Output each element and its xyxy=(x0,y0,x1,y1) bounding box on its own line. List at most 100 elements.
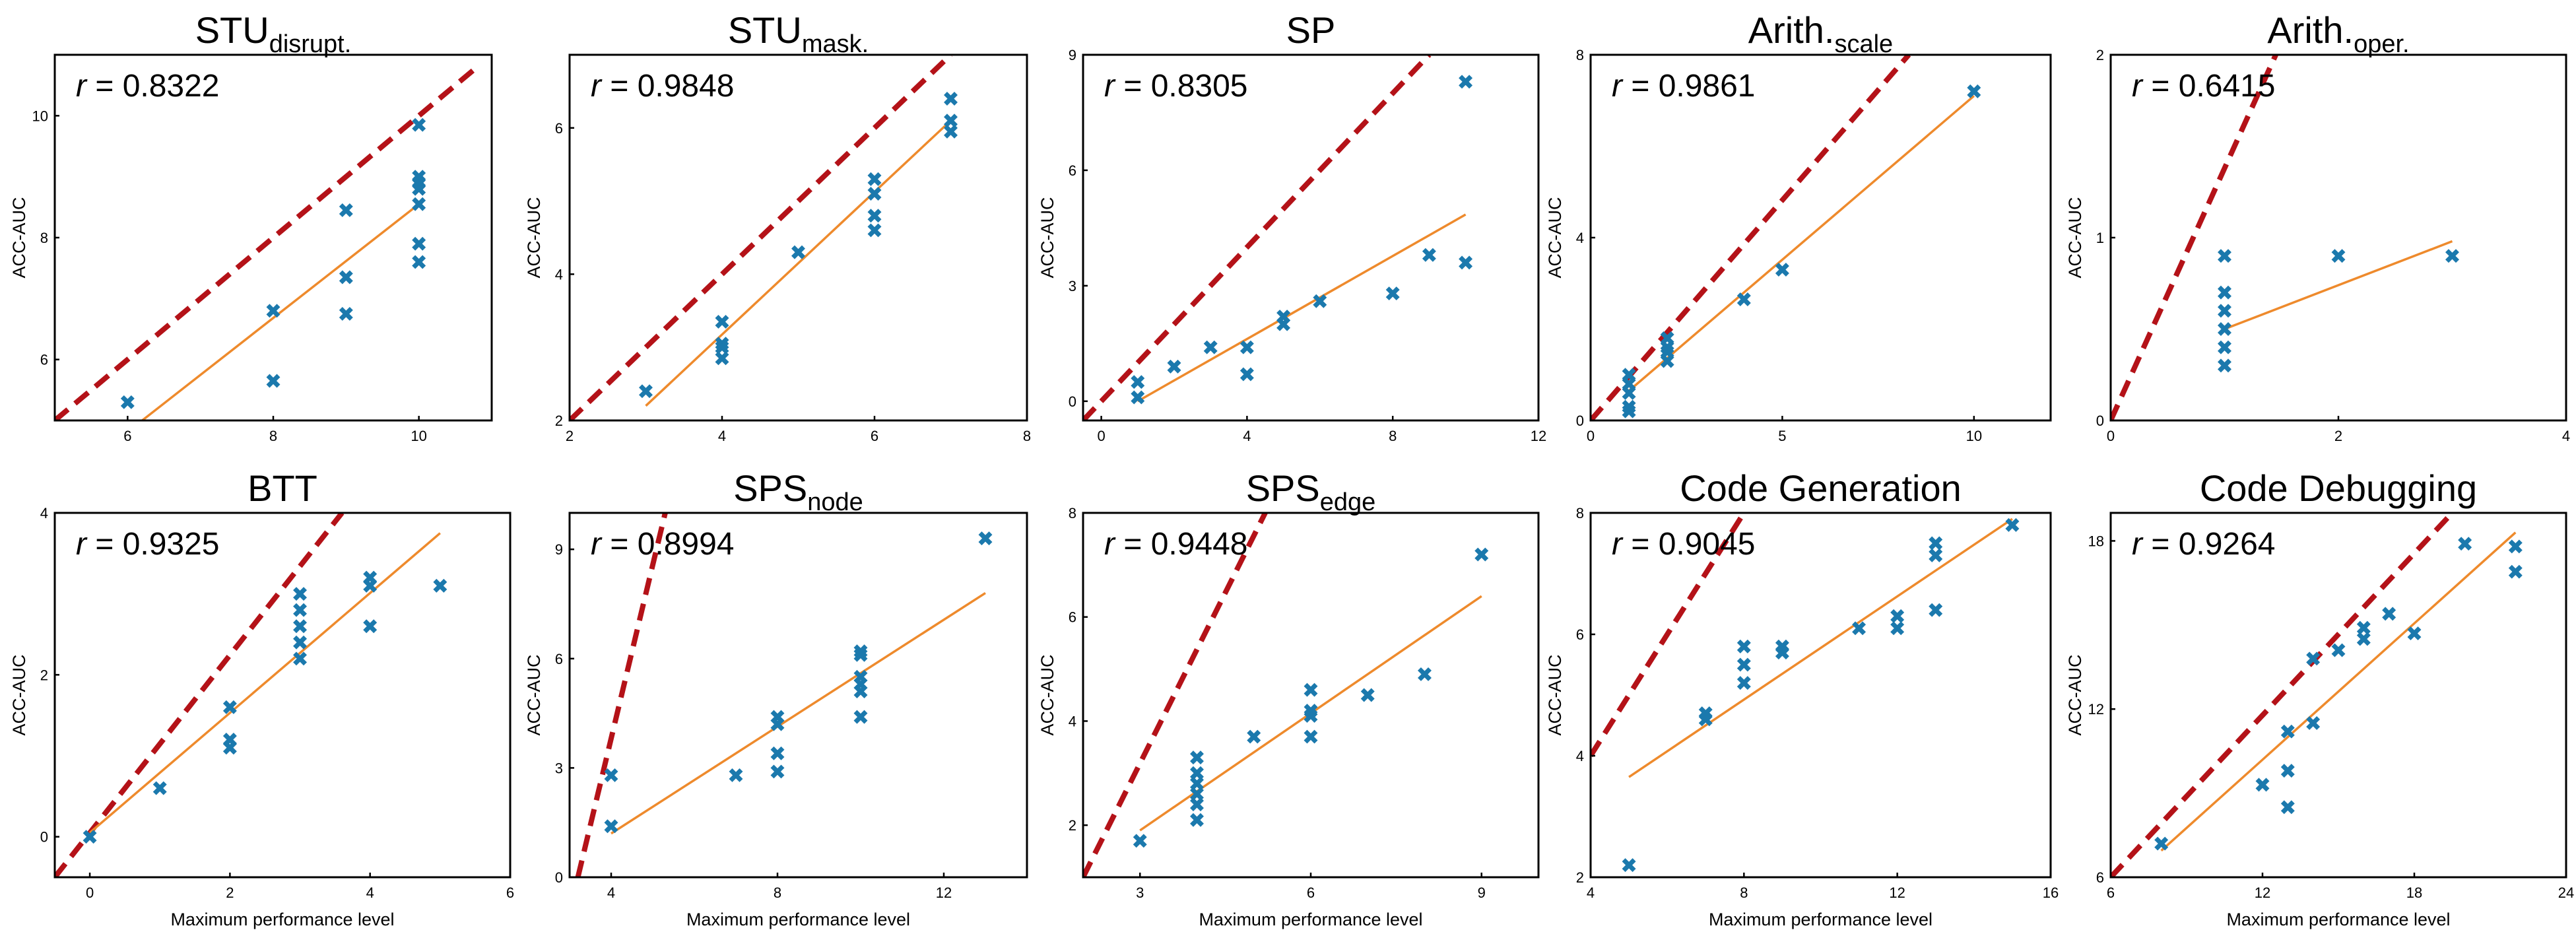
y-tick-label: 6 xyxy=(1069,162,1076,179)
axes-frame xyxy=(1589,512,2052,879)
x-tick-label: 4 xyxy=(366,884,374,901)
data-point-marker xyxy=(1660,354,1674,368)
data-point-marker xyxy=(2218,304,2231,318)
data-point-marker xyxy=(433,578,447,593)
data-point-marker xyxy=(1890,609,1905,623)
data-point-marker xyxy=(2218,249,2231,263)
data-point-marker xyxy=(770,717,785,731)
x-tick-label: 0 xyxy=(86,884,94,901)
correlation-label: r = 0.9045 xyxy=(1612,527,1756,562)
data-point-marker xyxy=(715,340,729,354)
data-point-marker xyxy=(2382,607,2396,621)
data-point-marker xyxy=(1929,536,1943,550)
correlation-label: r = 0.9848 xyxy=(591,69,735,104)
data-point-marker xyxy=(2218,358,2231,373)
correlation-label: r = 0.9448 xyxy=(1104,527,1248,562)
data-point-marker xyxy=(2154,836,2169,851)
x-tick-label: 12 xyxy=(1531,428,1546,444)
x-tick-label: 18 xyxy=(2406,884,2422,901)
data-point-marker xyxy=(363,619,378,634)
data-point-marker xyxy=(2458,537,2472,551)
data-point-marker xyxy=(944,92,958,106)
data-point-marker xyxy=(1622,858,1636,873)
data-point-marker xyxy=(293,587,308,601)
diagonal-reference-line xyxy=(1083,513,1268,877)
data-point-marker xyxy=(2508,564,2523,579)
fit-line xyxy=(1137,213,1467,403)
data-point-marker xyxy=(1967,84,1981,98)
data-point-marker xyxy=(1736,676,1751,690)
data-point-marker xyxy=(604,819,618,834)
x-tick-label: 4 xyxy=(1243,428,1251,444)
diagonal-reference-line xyxy=(1591,55,1911,420)
x-tick-label: 24 xyxy=(2558,884,2574,901)
diagonal-reference-line xyxy=(2111,55,2278,420)
correlation-label: r = 0.8305 xyxy=(1104,69,1248,104)
y-tick-label: 8 xyxy=(40,230,48,246)
plot-area xyxy=(55,513,447,877)
data-point-marker xyxy=(1775,646,1789,660)
data-point-marker xyxy=(1190,776,1204,791)
x-tick-label: 3 xyxy=(1136,884,1144,901)
y-tick-label: 0 xyxy=(555,869,563,886)
plot-area xyxy=(2111,55,2459,420)
y-tick-label: 6 xyxy=(40,352,48,368)
data-point-marker xyxy=(2306,651,2321,666)
plot-area xyxy=(55,65,479,420)
scatter-panel-4: 0 5 10 0 4 8 ACC-AUC Arith.scale r = 0.9861 xyxy=(1545,9,2052,444)
data-point-marker xyxy=(120,395,135,409)
data-point-marker xyxy=(1203,340,1218,354)
fit-line xyxy=(611,591,986,835)
data-point-marker xyxy=(770,764,785,779)
y-tick-label: 4 xyxy=(40,505,48,521)
x-tick-label: 16 xyxy=(2043,884,2059,901)
y-tick-label: 0 xyxy=(40,829,48,846)
data-point-marker xyxy=(715,314,729,329)
data-point-marker xyxy=(1276,317,1291,331)
data-point-marker xyxy=(1239,340,1254,354)
y-tick-label: 2 xyxy=(1576,869,1584,886)
data-point-marker xyxy=(639,384,653,399)
y-tick-label: 8 xyxy=(1069,505,1076,521)
diagonal-reference-line xyxy=(570,55,953,420)
data-point-marker xyxy=(1190,813,1204,827)
data-point-marker xyxy=(1474,547,1489,562)
y-tick-label: 6 xyxy=(555,651,563,667)
data-point-marker xyxy=(867,223,882,238)
correlation-label: r = 0.8322 xyxy=(76,69,220,104)
scatter-panel-1: 6 8 10 6 8 10 ACC-AUC STUdisrupt. r = 0.8322 xyxy=(9,9,493,444)
y-tick-label: 8 xyxy=(1576,47,1584,63)
panel-title: STUmask. xyxy=(728,9,869,58)
panel-title: Code Debugging xyxy=(2200,467,2477,509)
y-tick-label: 12 xyxy=(2088,701,2104,717)
data-point-marker xyxy=(1190,751,1204,765)
x-tick-label: 0 xyxy=(1097,428,1105,444)
data-point-marker xyxy=(1929,548,1943,562)
data-point-marker xyxy=(1190,797,1204,812)
data-point-marker xyxy=(1304,709,1318,723)
data-point-marker xyxy=(2306,716,2321,730)
axes-frame xyxy=(53,512,512,879)
data-point-marker xyxy=(770,746,785,760)
data-point-marker xyxy=(293,619,308,634)
x-tick-label: 12 xyxy=(1889,884,1905,901)
axes-frame xyxy=(568,53,1028,422)
y-tick-label: 3 xyxy=(555,760,563,776)
x-tick-label: 6 xyxy=(2107,884,2115,901)
y-tick-label: 10 xyxy=(32,108,48,124)
panel-title: Arith.scale xyxy=(1748,9,1893,58)
data-point-marker xyxy=(1736,657,1751,672)
correlation-label: r = 0.8994 xyxy=(591,527,735,562)
panel-title: Arith.oper. xyxy=(2267,9,2409,58)
axes-frame xyxy=(1082,53,1540,422)
x-tick-label: 4 xyxy=(1587,884,1595,901)
data-point-marker xyxy=(1131,375,1145,389)
scatter-panel-3: 0 4 8 12 0 3 6 9 ACC-AUC SP r = 0.8305 xyxy=(1038,9,1546,444)
scatter-panel-10: 6 12 18 24 6 12 18 ACC-AUC Maximum performance l… xyxy=(2065,467,2574,929)
data-point-marker xyxy=(293,635,308,650)
plot-area xyxy=(1591,513,2020,873)
data-point-marker xyxy=(1313,294,1327,308)
y-tick-label: 4 xyxy=(1576,748,1584,764)
axes-frame xyxy=(568,512,1028,879)
